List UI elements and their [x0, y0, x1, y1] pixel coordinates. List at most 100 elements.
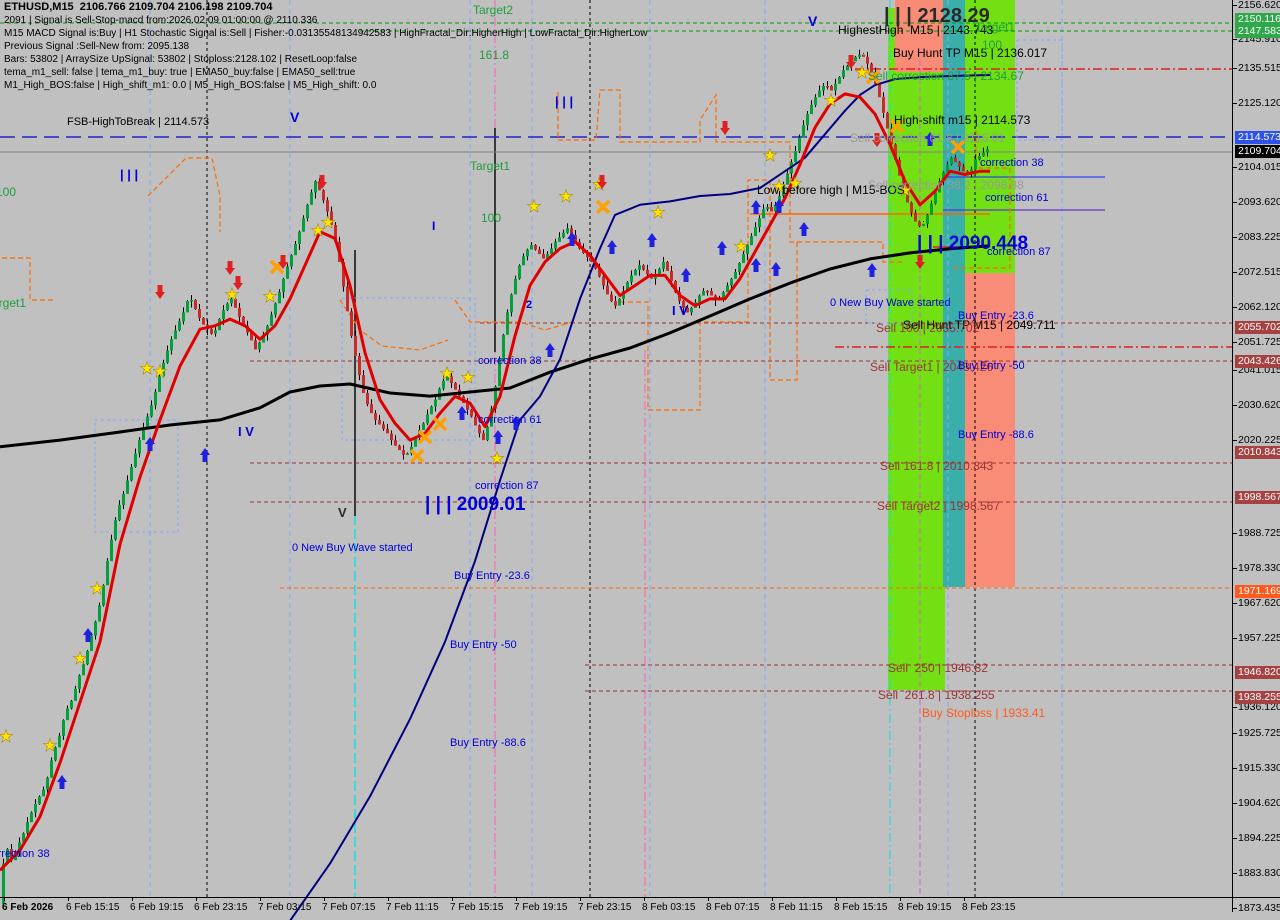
candle-body — [482, 433, 485, 441]
price-level-tag: 2147.583 — [1235, 25, 1280, 38]
buy-arrow-icon — [771, 262, 781, 276]
chart-annotation-text: Sell 161.8 | 2010.843 — [880, 459, 994, 473]
time-tick-mark — [196, 897, 197, 901]
candle-body — [866, 56, 869, 64]
indicator-step-line — [2, 257, 55, 301]
candle-body — [94, 621, 97, 636]
candle-body — [818, 90, 821, 98]
time-tick-mark — [708, 897, 709, 901]
star-signal-icon: ★ — [526, 197, 541, 216]
candle-body — [846, 65, 849, 71]
time-tick-label: 7 Feb 11:15 — [386, 902, 439, 913]
time-tick-mark — [644, 897, 645, 901]
chart-annotation-text: 100 — [982, 38, 1003, 52]
candle-body — [434, 399, 437, 407]
chart-annotation-text: Buy Entry -50 — [958, 360, 1025, 372]
time-tick-label: 8 Feb 23:15 — [962, 902, 1016, 913]
candle-body — [330, 211, 333, 225]
buy-arrow-icon — [751, 200, 761, 214]
candle-body — [506, 312, 509, 335]
candle-body — [298, 231, 301, 245]
candle-body — [794, 151, 797, 163]
star-signal-icon: ★ — [489, 449, 504, 468]
chart-annotation-text: Sell correction 61.8 | 2116.01 — [850, 131, 1005, 145]
time-tick-label: 8 Feb 19:15 — [898, 902, 952, 913]
candle-body — [522, 256, 525, 266]
candle-body — [734, 272, 737, 279]
chart-annotation-text: HighestHigh M15 | 2143.743 — [838, 23, 994, 37]
candle-body — [890, 128, 893, 145]
candle-body — [186, 301, 189, 313]
candle-body — [858, 54, 861, 57]
candle-body — [26, 822, 29, 834]
candle-body — [422, 423, 425, 431]
candle-body — [74, 688, 77, 701]
candle-body — [166, 350, 169, 363]
chart-annotation-text: Buy Entry -50 — [450, 639, 517, 651]
candle-body — [402, 450, 405, 455]
candle-body — [142, 427, 145, 441]
candle-body — [902, 175, 905, 192]
candle-body — [618, 298, 621, 306]
buy-arrow-icon — [751, 258, 761, 272]
candle-body — [810, 105, 813, 115]
chart-annotation-text: Sell 250 | 1946.82 — [888, 661, 988, 675]
candle-body — [770, 207, 773, 212]
candle-body — [782, 184, 785, 196]
time-tick-mark — [132, 897, 133, 901]
chart-annotation-text: Buy Entry -23.6 — [958, 310, 1034, 322]
candle-body — [274, 303, 277, 315]
candle-body — [842, 70, 845, 78]
chart-annotation-text: 0 New Buy Wave started — [830, 297, 951, 309]
candle-body — [378, 419, 381, 425]
candle-body — [610, 294, 613, 302]
buy-arrow-icon — [799, 222, 809, 236]
candle-body — [350, 311, 353, 336]
candle-body — [806, 114, 809, 126]
star-signal-icon: ★ — [460, 368, 475, 387]
candle-body — [38, 796, 41, 804]
candle-body — [234, 298, 237, 308]
star-signal-icon: ★ — [558, 187, 573, 206]
price-level-tag: 2109.704 — [1235, 145, 1280, 158]
candle-body — [190, 300, 193, 302]
candle-body — [834, 83, 837, 91]
time-tick-label: 8 Feb 15:15 — [834, 902, 888, 913]
chart-annotation-text: | | | — [120, 167, 139, 182]
candle-body — [674, 280, 677, 293]
candle-body — [774, 204, 777, 212]
candle-body — [510, 294, 513, 313]
candle-body — [258, 342, 261, 350]
price-tick-label: 1883.830 — [1238, 867, 1280, 879]
cross-signal-icon — [950, 139, 966, 155]
candle-body — [954, 157, 957, 163]
time-tick-label: 8 Feb 11:15 — [770, 902, 823, 913]
green-zone-left — [888, 8, 945, 690]
price-tick-label: 1967.620 — [1238, 597, 1280, 609]
time-tick-mark — [900, 897, 901, 901]
candle-body — [570, 228, 573, 236]
chart-annotation-text: correction 61 — [985, 192, 1049, 204]
candle-body — [838, 77, 841, 84]
candle-body — [766, 207, 769, 210]
chart-annotation-text: correction 38 — [980, 157, 1044, 169]
price-tick-label: 2104.015 — [1238, 161, 1280, 173]
candle-body — [786, 173, 789, 185]
price-tick-mark — [1232, 568, 1237, 569]
candle-body — [230, 298, 233, 304]
sell-arrow-icon — [317, 175, 327, 189]
candle-body — [514, 278, 517, 295]
candle-body — [430, 406, 433, 415]
buy-arrow-icon — [774, 199, 784, 213]
candle-body — [646, 269, 649, 275]
price-level-tag: 2114.573 — [1235, 131, 1280, 144]
candle-body — [78, 675, 81, 689]
candle-body — [322, 190, 325, 201]
price-tick-label: 2030.620 — [1238, 399, 1280, 411]
candle-body — [290, 255, 293, 267]
candle-body — [426, 414, 429, 424]
candle-body — [130, 466, 133, 481]
candle-body — [394, 440, 397, 446]
candle-body — [270, 314, 273, 326]
